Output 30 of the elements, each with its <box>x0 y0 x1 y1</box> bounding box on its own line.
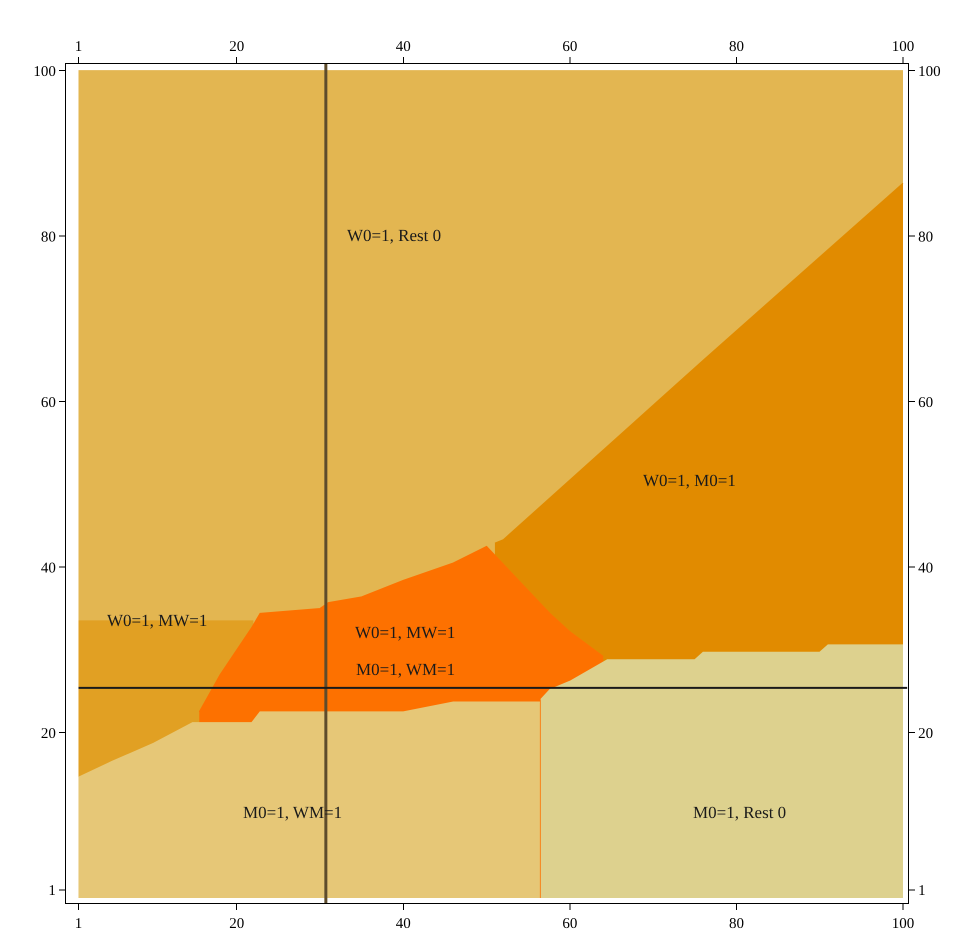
y2-tick-label: 40 <box>918 560 934 576</box>
x2-tick-label: 80 <box>728 916 744 932</box>
x2-tick-label: 60 <box>562 916 578 932</box>
y2-tick-label: 100 <box>918 64 941 80</box>
annotation: W0=1, Rest 0 <box>347 226 442 245</box>
y-tick-label: 1 <box>48 883 56 900</box>
y-tick-label: 100 <box>33 64 56 80</box>
y-tick-label: 60 <box>40 394 56 411</box>
y2-tick-label: 60 <box>918 394 934 411</box>
x-tick-label: 20 <box>229 38 244 55</box>
x2-tick-label: 20 <box>229 916 244 932</box>
x-tick-label: 80 <box>728 38 744 55</box>
y-tick-label: 40 <box>40 560 56 576</box>
x2-tick-label: 1 <box>74 916 82 932</box>
x2-tick-label: 100 <box>892 916 914 932</box>
annotation: W0=1, MW=1 <box>355 623 456 642</box>
y2-tick-label: 80 <box>918 229 934 246</box>
y2-tick-label: 20 <box>918 726 934 742</box>
annotation: M0=1, WM=1 <box>356 660 456 679</box>
x-tick-label: 60 <box>562 38 578 55</box>
y-tick-label: 80 <box>40 229 56 246</box>
x-tick-label: 1 <box>74 38 82 55</box>
x2-tick-label: 40 <box>396 916 411 932</box>
x-tick-label: 40 <box>396 38 411 55</box>
annotation: M0=1, Rest 0 <box>693 803 786 822</box>
annotation: W0=1, M0=1 <box>643 471 736 490</box>
annotation: W0=1, MW=1 <box>107 611 208 630</box>
y2-tick-label: 1 <box>918 883 926 900</box>
x-tick-label: 100 <box>892 38 914 55</box>
y-tick-label: 20 <box>40 726 56 742</box>
